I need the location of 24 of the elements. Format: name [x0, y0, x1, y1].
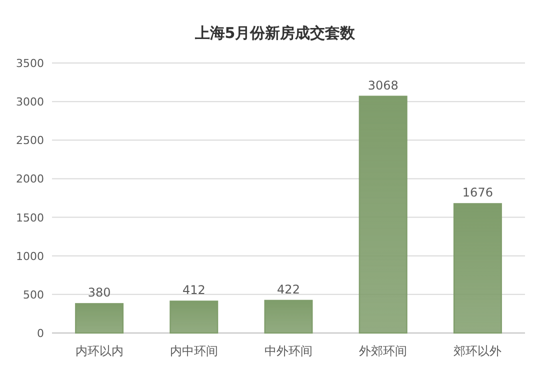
y-tick-label: 500 [23, 288, 44, 302]
x-tick-label: 郊环以外 [454, 344, 502, 358]
chart-title: 上海5月份新房成交套数 [194, 24, 356, 42]
x-tick-label: 外郊环间 [359, 344, 408, 358]
y-tick-label: 2500 [16, 134, 44, 148]
bar [170, 300, 218, 334]
data-label: 422 [277, 282, 300, 296]
x-tick-label: 中外环间 [264, 344, 312, 358]
data-label: 412 [182, 283, 206, 298]
y-tick-label: 2000 [16, 172, 44, 186]
x-tick-label: 内环以内 [75, 344, 124, 358]
y-tick-label: 0 [37, 327, 44, 340]
bar [358, 96, 408, 334]
y-tick-label: 3500 [16, 57, 44, 70]
data-label: 3068 [368, 78, 398, 92]
data-label: 380 [88, 286, 111, 300]
bar [75, 303, 124, 334]
x-tick-label: 内中环间 [170, 344, 218, 358]
y-tick-label: 1500 [16, 211, 44, 224]
bar [453, 203, 502, 334]
data-label: 1676 [462, 186, 493, 200]
bar [264, 300, 313, 334]
y-tick-label: 1000 [16, 250, 44, 263]
y-tick-label: 3000 [16, 96, 44, 109]
